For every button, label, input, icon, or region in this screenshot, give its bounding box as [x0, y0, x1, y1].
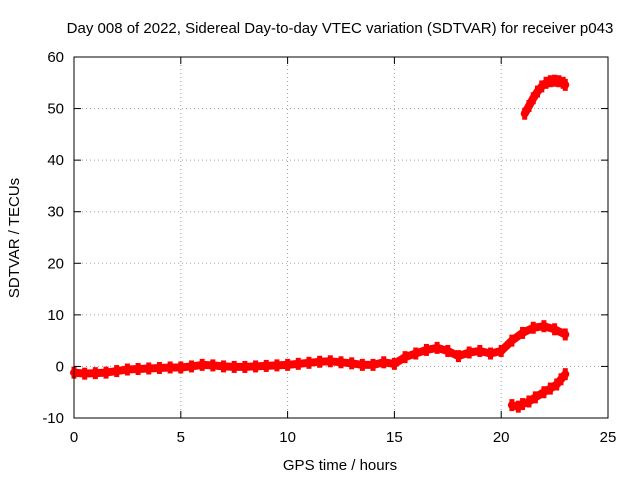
data-series	[70, 74, 570, 413]
data-point	[178, 361, 184, 374]
data-point	[338, 356, 344, 369]
data-point	[231, 360, 237, 373]
data-point	[541, 386, 547, 399]
series-lower-branch	[507, 368, 570, 413]
x-axis-label: GPS time / hours	[283, 457, 397, 474]
data-point	[520, 326, 526, 339]
data-point	[562, 368, 568, 381]
x-tick-label: 0	[70, 429, 78, 446]
data-point	[210, 359, 216, 372]
data-point	[82, 367, 88, 380]
data-point	[285, 358, 291, 371]
data-point	[532, 391, 538, 404]
data-point	[295, 357, 301, 370]
data-point	[370, 358, 376, 371]
data-point	[509, 334, 515, 347]
data-point	[445, 344, 451, 357]
data-point	[263, 359, 269, 372]
data-point	[274, 359, 280, 372]
data-point	[455, 350, 461, 363]
data-point	[199, 358, 205, 371]
y-axis-ticks: -10 0 10 20 30 40 50 60	[42, 49, 608, 427]
data-point	[558, 373, 564, 386]
data-point	[221, 360, 227, 373]
data-point	[253, 360, 259, 373]
data-point	[349, 357, 355, 370]
x-tick-label: 15	[386, 429, 403, 446]
data-point	[135, 363, 141, 376]
y-tick-label: 60	[47, 49, 64, 66]
data-point	[327, 355, 333, 368]
x-axis-ticks: 0 5 10 15 20 25	[70, 57, 617, 446]
y-tick-label: 10	[47, 307, 64, 324]
data-point	[423, 343, 429, 356]
data-point	[562, 328, 568, 341]
data-point	[543, 76, 549, 89]
data-point	[520, 398, 526, 411]
data-point	[556, 75, 562, 88]
data-point	[509, 399, 515, 412]
data-point	[562, 78, 568, 91]
data-point	[103, 366, 109, 379]
y-tick-label: 20	[47, 255, 64, 272]
data-point	[381, 356, 387, 369]
data-point	[552, 323, 558, 336]
data-point	[188, 360, 194, 373]
data-point	[391, 357, 397, 370]
data-point	[541, 320, 547, 333]
data-point	[547, 75, 553, 88]
data-point	[539, 80, 545, 93]
data-point	[317, 355, 323, 368]
data-point	[156, 361, 162, 374]
y-tick-label: 0	[56, 358, 64, 375]
x-tick-label: 10	[279, 429, 296, 446]
data-point	[515, 400, 521, 413]
x-tick-label: 5	[177, 429, 185, 446]
data-point	[477, 344, 483, 357]
data-point	[434, 341, 440, 354]
chart-title: Day 008 of 2022, Sidereal Day-to-day VTE…	[67, 20, 614, 37]
data-point	[242, 360, 248, 373]
data-point	[535, 85, 541, 98]
y-tick-label: 50	[47, 101, 64, 118]
data-point	[547, 382, 553, 395]
data-point	[552, 74, 558, 87]
y-tick-label: -10	[42, 410, 64, 427]
data-point	[124, 363, 130, 376]
data-point	[466, 346, 472, 359]
y-axis-label: SDTVAR / TECUs	[6, 178, 23, 298]
data-point	[530, 321, 536, 334]
x-tick-label: 20	[493, 429, 510, 446]
data-point	[114, 365, 120, 378]
data-point	[530, 92, 536, 105]
data-point	[306, 356, 312, 369]
data-point	[413, 347, 419, 360]
y-tick-label: 30	[47, 204, 64, 221]
data-point	[554, 378, 560, 391]
data-point	[526, 99, 532, 112]
data-point	[402, 351, 408, 364]
y-tick-label: 40	[47, 152, 64, 169]
x-tick-label: 25	[600, 429, 617, 446]
data-point	[526, 395, 532, 408]
data-point	[488, 347, 494, 360]
series-main-trace	[70, 320, 570, 380]
plot-frame	[73, 56, 609, 419]
data-point	[167, 361, 173, 374]
data-point	[498, 344, 504, 357]
data-point	[146, 362, 152, 375]
data-point	[522, 107, 528, 120]
data-point	[92, 367, 98, 380]
data-point	[359, 358, 365, 371]
series-upper-branch	[520, 74, 570, 120]
